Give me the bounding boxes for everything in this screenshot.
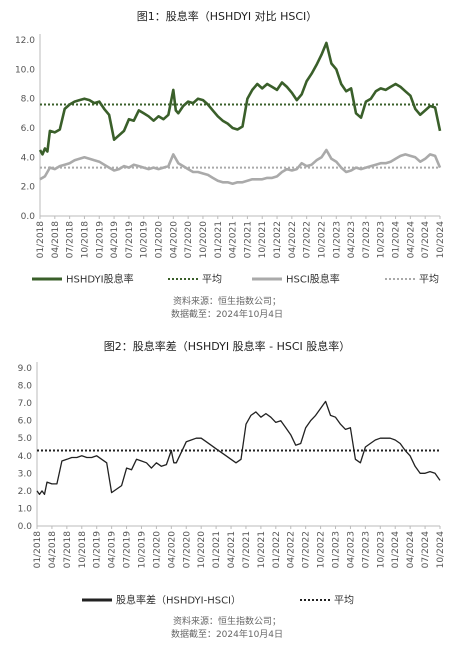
chart1-x-tick-label: 07/2021 bbox=[243, 221, 253, 258]
chart1-x-tick-label: 04/2022 bbox=[288, 221, 298, 258]
chart2-x-tick-label: 10/2023 bbox=[376, 531, 386, 568]
chart2-x-tick-label: 07/2018 bbox=[63, 531, 73, 569]
chart1-source: 资料来源：恒生指数公司； 数据截至：2024年10月4日 bbox=[0, 296, 454, 322]
chart1-x-tick-label: 10/2022 bbox=[317, 221, 327, 258]
chart1-x-tick-label: 04/2019 bbox=[110, 221, 120, 259]
chart1-legend-label: 平均 bbox=[419, 274, 439, 286]
chart1-x-tick-label: 04/2024 bbox=[406, 221, 416, 259]
chart1-y-tick-label: 8.0 bbox=[21, 95, 36, 105]
chart1-date-line: 数据截至：2024年10月4日 bbox=[170, 310, 284, 320]
chart1-series-line-0 bbox=[38, 41, 442, 156]
chart1-y-tick-label: 6.0 bbox=[21, 124, 36, 134]
chart2-x-tick-label: 04/2019 bbox=[108, 531, 118, 569]
chart1-x-tick-label: 01/2020 bbox=[155, 221, 165, 259]
chart2-x-tick-label: 10/2021 bbox=[257, 531, 267, 568]
chart2-y-tick-label: 9.0 bbox=[18, 364, 33, 374]
chart2-source-line: 资料来源：恒生指数公司； bbox=[172, 617, 281, 627]
chart1-x-tick-label: 07/2018 bbox=[66, 221, 76, 259]
chart2-x-tick-label: 04/2024 bbox=[406, 531, 416, 569]
chart2-y-tick-label: 8.0 bbox=[18, 382, 33, 392]
chart2-x-tick-label: 01/2022 bbox=[272, 531, 282, 568]
chart1-y-tick-label: 2.0 bbox=[21, 183, 36, 193]
chart2-y-tick-label: 2.0 bbox=[18, 487, 33, 497]
chart2-x-tick-label: 10/2020 bbox=[197, 531, 207, 569]
chart2-x-tick-label: 07/2022 bbox=[302, 531, 312, 568]
chart1-x-tick-label: 07/2023 bbox=[362, 221, 372, 258]
chart1-x-tick-label: 10/2019 bbox=[140, 221, 150, 259]
chart1-legend-label: 平均 bbox=[202, 274, 222, 286]
chart1-x-tick-label: 07/2024 bbox=[421, 221, 431, 259]
chart1-x-tick-label: 01/2022 bbox=[273, 221, 283, 258]
chart1-y-tick-label: 4.0 bbox=[21, 153, 36, 163]
chart1-svg: 0.0 2.0 4.0 6.0 8.0 10.0 12.0 01/2018 04/2018 07/… bbox=[15, 34, 446, 286]
chart2-x-tick-label: 07/2021 bbox=[242, 531, 252, 568]
chart2-x-tick-label: 01/2020 bbox=[152, 531, 162, 569]
chart1-x-tick-label: 01/2021 bbox=[214, 221, 224, 258]
chart2-y-tick-label: 6.0 bbox=[18, 417, 33, 427]
chart2-x-tick-label: 04/2021 bbox=[227, 531, 237, 568]
chart2-x-tick-label: 07/2020 bbox=[182, 531, 192, 569]
chart2-y-tick-label: 0.0 bbox=[18, 522, 33, 532]
chart2-x-tick-label: 01/2024 bbox=[391, 531, 401, 569]
chart2-x-tick-label: 04/2022 bbox=[287, 531, 297, 568]
chart2-legend-label: 股息率差（HSHDYI-HSCI） bbox=[116, 594, 241, 607]
chart2-source: 资料来源：恒生指数公司； 数据截至：2024年10月4日 bbox=[0, 616, 454, 642]
chart2-x-tick-label: 10/2019 bbox=[137, 531, 147, 569]
chart2-y-tick-label: 3.0 bbox=[18, 469, 33, 479]
chart1-x-tick-label: 01/2018 bbox=[36, 221, 46, 259]
chart2-x-tick-label: 07/2019 bbox=[123, 531, 133, 569]
chart1-source-line: 资料来源：恒生指数公司； bbox=[172, 297, 281, 307]
chart1-x-tick-label: 10/2020 bbox=[199, 221, 209, 259]
chart1-y-tick-label: 0.0 bbox=[21, 212, 36, 222]
chart1-x-tick-label: 01/2024 bbox=[392, 221, 402, 259]
chart1-x-tick-label: 10/2024 bbox=[436, 221, 446, 259]
chart1-x-tick-label: 07/2022 bbox=[303, 221, 313, 258]
chart2-x-tick-label: 10/2024 bbox=[436, 531, 446, 569]
chart1-x-tick-label: 10/2023 bbox=[377, 221, 387, 258]
chart2-x-tick-label: 10/2018 bbox=[78, 531, 88, 569]
chart1-x-tick-label: 04/2021 bbox=[229, 221, 239, 258]
chart2-series-line-0 bbox=[36, 400, 441, 496]
chart1-legend-label: HSCI股息率 bbox=[286, 273, 340, 286]
chart1-x-tick-label: 10/2018 bbox=[80, 221, 90, 259]
chart1-title: 图1：股息率（HSHDYI 对比 HSCI） bbox=[136, 10, 318, 23]
chart1-y-tick-label: 10.0 bbox=[15, 65, 35, 75]
chart1-x-tick-label: 10/2021 bbox=[258, 221, 268, 258]
chart2-y-tick-label: 7.0 bbox=[18, 399, 33, 409]
chart2-y-tick-label: 5.0 bbox=[18, 434, 33, 444]
chart2-x-tick-label: 01/2019 bbox=[93, 531, 103, 569]
chart2-x-tick-label: 04/2023 bbox=[346, 531, 356, 568]
chart1-x-tick-label: 01/2023 bbox=[332, 221, 342, 258]
chart1-x-tick-label: 07/2019 bbox=[125, 221, 135, 259]
chart1-x-tick-label: 01/2019 bbox=[95, 221, 105, 259]
chart1-x-tick-label: 04/2023 bbox=[347, 221, 357, 258]
chart2-svg: 0.0 1.0 2.0 3.0 4.0 5.0 6.0 7.0 8.0 9.0 01/2018 04/… bbox=[18, 362, 446, 607]
chart1-legend-label: HSHDYI股息率 bbox=[66, 273, 134, 286]
chart2-x-tick-label: 10/2022 bbox=[317, 531, 327, 568]
chart1-y-tick-label: 12.0 bbox=[15, 36, 35, 46]
chart1-x-tick-label: 04/2020 bbox=[169, 221, 179, 259]
chart2-x-tick-label: 04/2018 bbox=[48, 531, 58, 569]
chart2-x-tick-label: 01/2021 bbox=[212, 531, 222, 568]
chart2-x-tick-label: 07/2023 bbox=[361, 531, 371, 568]
chart1-x-tick-label: 04/2018 bbox=[51, 221, 61, 259]
chart2-y-tick-label: 1.0 bbox=[18, 504, 33, 514]
chart2-x-tick-label: 07/2024 bbox=[421, 531, 431, 569]
chart2-date-line: 数据截至：2024年10月4日 bbox=[170, 630, 284, 640]
chart1-x-tick-label: 07/2020 bbox=[184, 221, 194, 259]
chart2-legend-label: 平均 bbox=[334, 595, 354, 607]
chart2-x-tick-label: 01/2023 bbox=[332, 531, 342, 568]
chart2-y-tick-label: 4.0 bbox=[18, 452, 33, 462]
chart2-x-tick-label: 01/2018 bbox=[33, 531, 43, 569]
chart2-x-tick-label: 04/2020 bbox=[167, 531, 177, 569]
chart2-title: 图2：股息率差（HSHDYI 股息率 - HSCI 股息率） bbox=[103, 340, 351, 353]
chart1-series-line-2 bbox=[39, 148, 442, 185]
